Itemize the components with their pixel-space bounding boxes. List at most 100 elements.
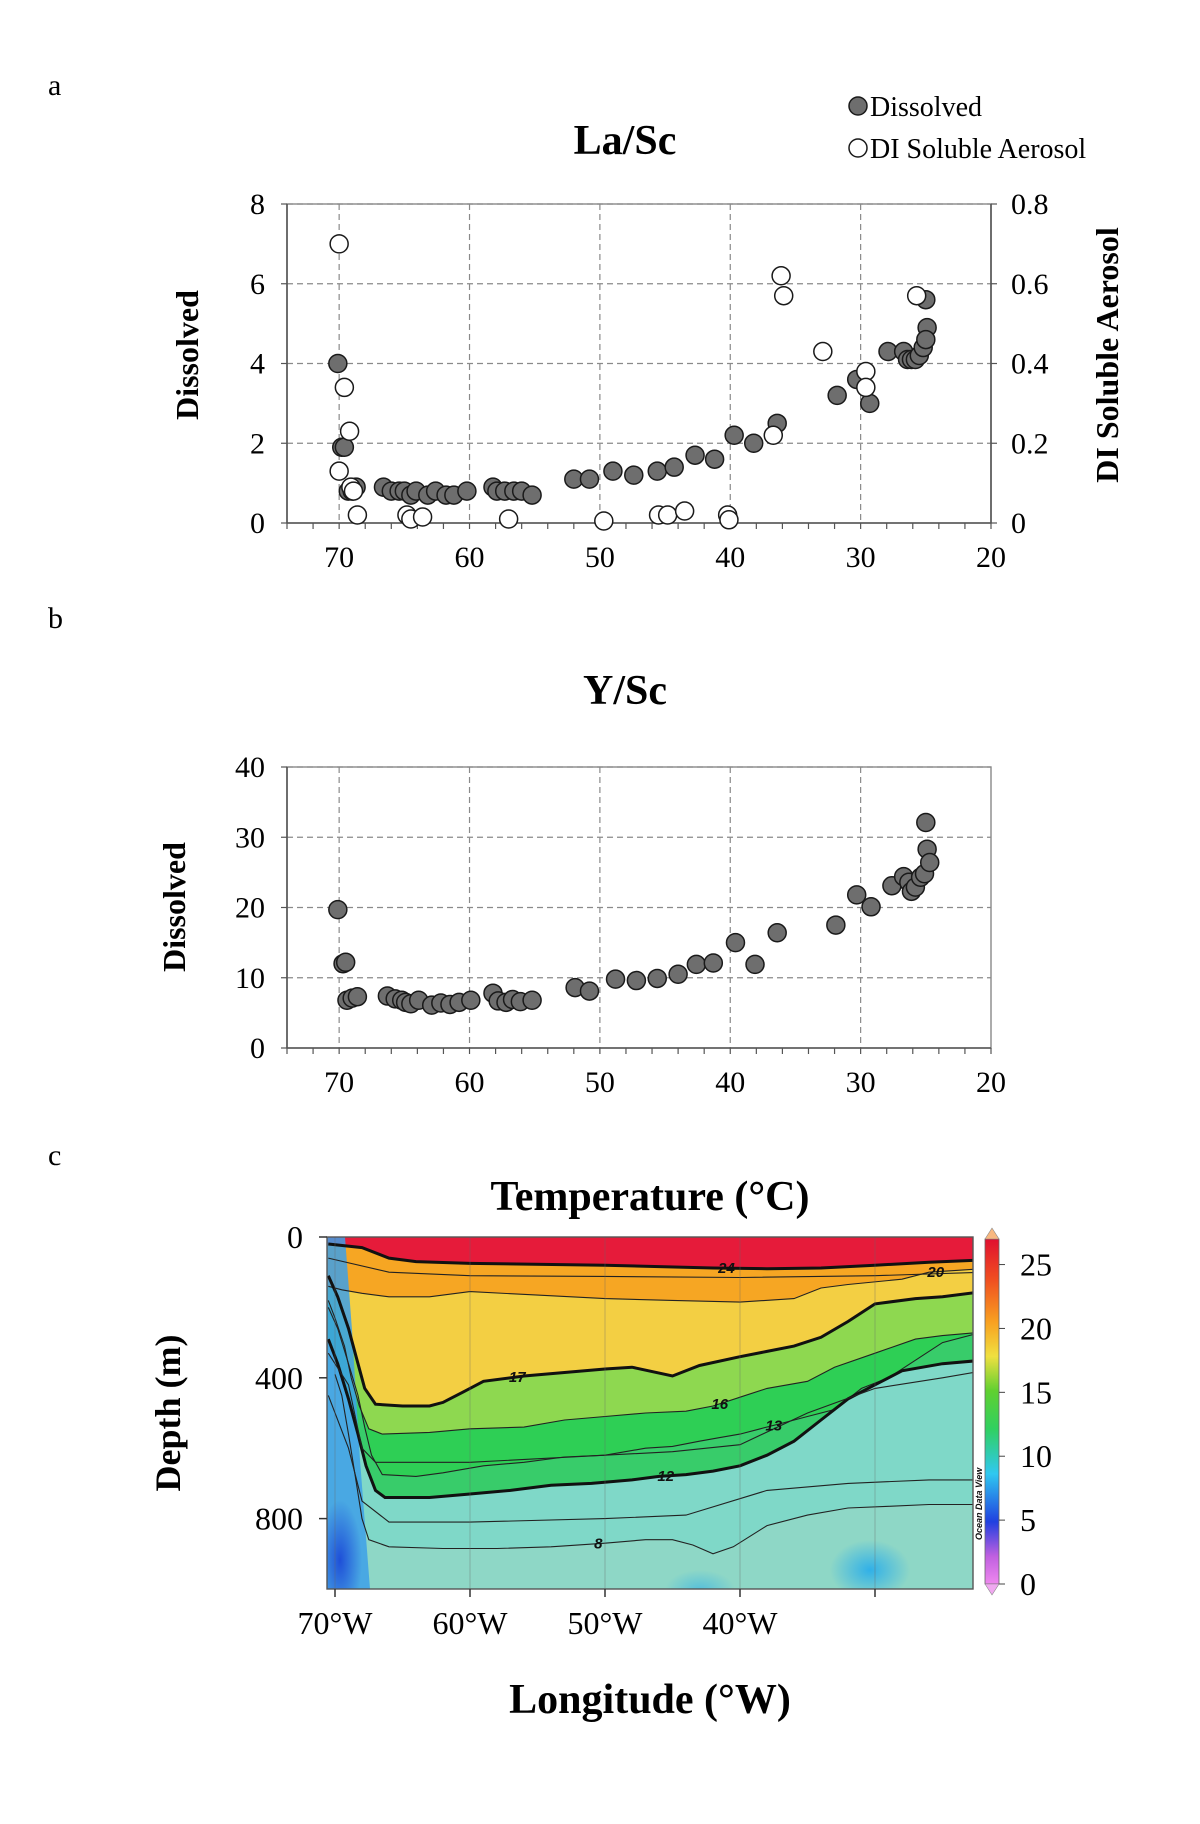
dissolved-point — [668, 964, 688, 984]
dissolved-point — [664, 457, 684, 477]
chart-b-ytick-label: 20 — [235, 892, 265, 925]
aerosol-point — [329, 461, 349, 481]
chart-c-title: Temperature (°C) — [491, 1174, 810, 1220]
chart-a-title: La/Sc — [574, 118, 677, 164]
colorbar-tick-label: 25 — [1020, 1247, 1052, 1283]
panel-letter-b: b — [48, 602, 63, 635]
contour-label: 12 — [657, 1468, 674, 1485]
chart-a-legend: Dissolved DI Soluble Aerosol — [848, 92, 1086, 165]
dissolved-point — [605, 969, 626, 989]
dissolved-point — [457, 481, 477, 501]
chart-a-ytick-label: 8 — [250, 188, 265, 221]
dissolved-point — [703, 953, 724, 973]
chart-c-ytick-label: 0 — [287, 1219, 303, 1255]
colorbar-tick-label: 15 — [1020, 1374, 1052, 1410]
chart-a-y2tick-label: 0 — [1011, 507, 1026, 540]
chart-b-xtick-label: 60 — [455, 1066, 485, 1099]
chart-a-y2tick-label: 0.2 — [1011, 427, 1049, 460]
chart-c-ylabel: Depth (m) — [148, 1335, 188, 1492]
chart-c-ytick-label: 400 — [255, 1360, 303, 1396]
dissolved-point — [461, 990, 481, 1010]
dissolved-point — [328, 353, 348, 374]
chart-a-xtick-label: 20 — [976, 541, 1006, 574]
aerosol-point — [674, 501, 695, 521]
dissolved-point — [767, 923, 787, 943]
dissolved-point — [860, 393, 880, 414]
dissolved-point — [916, 812, 936, 833]
chart-a-xtick-label: 70 — [324, 541, 354, 574]
contour-label: 8 — [594, 1536, 603, 1553]
dissolved-point — [647, 968, 668, 989]
chart-a-y2tick-label: 0.4 — [1011, 348, 1049, 381]
dissolved-point — [522, 990, 542, 1010]
chart-b: Y/Sc Dissolved 70 60 50 40 30 20 0 10 20 30 40 — [156, 668, 1006, 1099]
colorbar-tick-label: 20 — [1020, 1310, 1052, 1346]
chart-b-ytick-label: 30 — [235, 821, 265, 854]
chart-c-xtick-label: 60°W — [433, 1605, 509, 1641]
chart-b-ytick-label: 40 — [235, 751, 265, 784]
chart-a-y2label: DI Soluble Aerosol — [1089, 227, 1125, 483]
dissolved-point — [827, 385, 847, 406]
dissolved-point — [603, 461, 623, 481]
dissolved-point — [919, 852, 940, 873]
aerosol-point — [412, 507, 433, 527]
chart-a: La/Sc Dissolved DI Soluble Aerosol Disso… — [169, 92, 1125, 574]
chart-a-xtick-label: 50 — [585, 541, 615, 574]
aerosol-point — [343, 481, 364, 501]
chart-c: Temperature (°C) Depth (m) Longitude (°W… — [148, 1174, 1052, 1723]
dissolved-point — [846, 885, 867, 905]
chart-c-xtick-label: 70°W — [298, 1605, 374, 1641]
colorbar-tick-label: 10 — [1020, 1438, 1052, 1474]
chart-b-xtick-label: 70 — [324, 1066, 354, 1099]
colorbar-tick-label: 5 — [1020, 1502, 1036, 1538]
contour-label: 13 — [765, 1417, 782, 1434]
contour-label: 16 — [711, 1396, 728, 1413]
isotherm-minor — [327, 1352, 973, 1463]
chart-b-xtick-label: 50 — [585, 1066, 615, 1099]
aerosol-point — [813, 341, 833, 362]
chart-c-ytick-label: 800 — [255, 1501, 303, 1537]
dissolved-point — [347, 986, 368, 1007]
dissolved-point — [522, 485, 542, 505]
dissolved-point — [861, 897, 881, 917]
dissolved-point — [335, 952, 356, 973]
aerosol-point — [771, 266, 791, 286]
dissolved-point — [916, 329, 936, 350]
aerosol-point — [856, 377, 876, 398]
dissolved-point — [624, 465, 644, 485]
chart-a-y2tick-label: 0.6 — [1011, 268, 1049, 301]
legend-label-aerosol: DI Soluble Aerosol — [870, 134, 1086, 165]
aerosol-point — [329, 234, 349, 254]
chart-c-xtick-label: 40°W — [703, 1605, 779, 1641]
dissolved-point — [328, 899, 348, 920]
chart-a-ytick-label: 6 — [250, 268, 265, 301]
chart-b-xtick-label: 40 — [715, 1066, 745, 1099]
dissolved-point — [725, 932, 746, 953]
chart-b-ylabel: Dissolved — [156, 842, 192, 972]
chart-b-xtick-label: 30 — [846, 1066, 876, 1099]
chart-b-title: Y/Sc — [583, 668, 667, 714]
chart-a-y2tick-label: 0.8 — [1011, 188, 1049, 221]
chart-a-xtick-label: 30 — [846, 541, 876, 574]
aerosol-point — [594, 511, 614, 531]
isotherm-17 — [327, 1275, 973, 1408]
aerosol-point — [763, 425, 784, 446]
chart-a-ytick-label: 0 — [250, 507, 265, 540]
aerosol-point — [719, 510, 739, 530]
dissolved-point — [743, 433, 764, 453]
dissolved-point — [686, 954, 707, 975]
dissolved-point — [745, 954, 765, 975]
dissolved-point — [826, 915, 846, 935]
aerosol-point — [347, 505, 368, 525]
aerosol-point — [339, 421, 360, 442]
aerosol-point — [498, 509, 519, 529]
isotherm-8 — [334, 1374, 973, 1555]
odv-watermark: Ocean Data View — [974, 1467, 984, 1540]
legend-label-dissolved: Dissolved — [870, 92, 982, 123]
panel-letter-c: c — [48, 1139, 61, 1172]
contour-label: 17 — [509, 1369, 526, 1386]
dissolved-point — [704, 449, 725, 469]
chart-a-ytick-label: 4 — [250, 348, 265, 381]
chart-a-ylabel: Dissolved — [169, 290, 205, 420]
